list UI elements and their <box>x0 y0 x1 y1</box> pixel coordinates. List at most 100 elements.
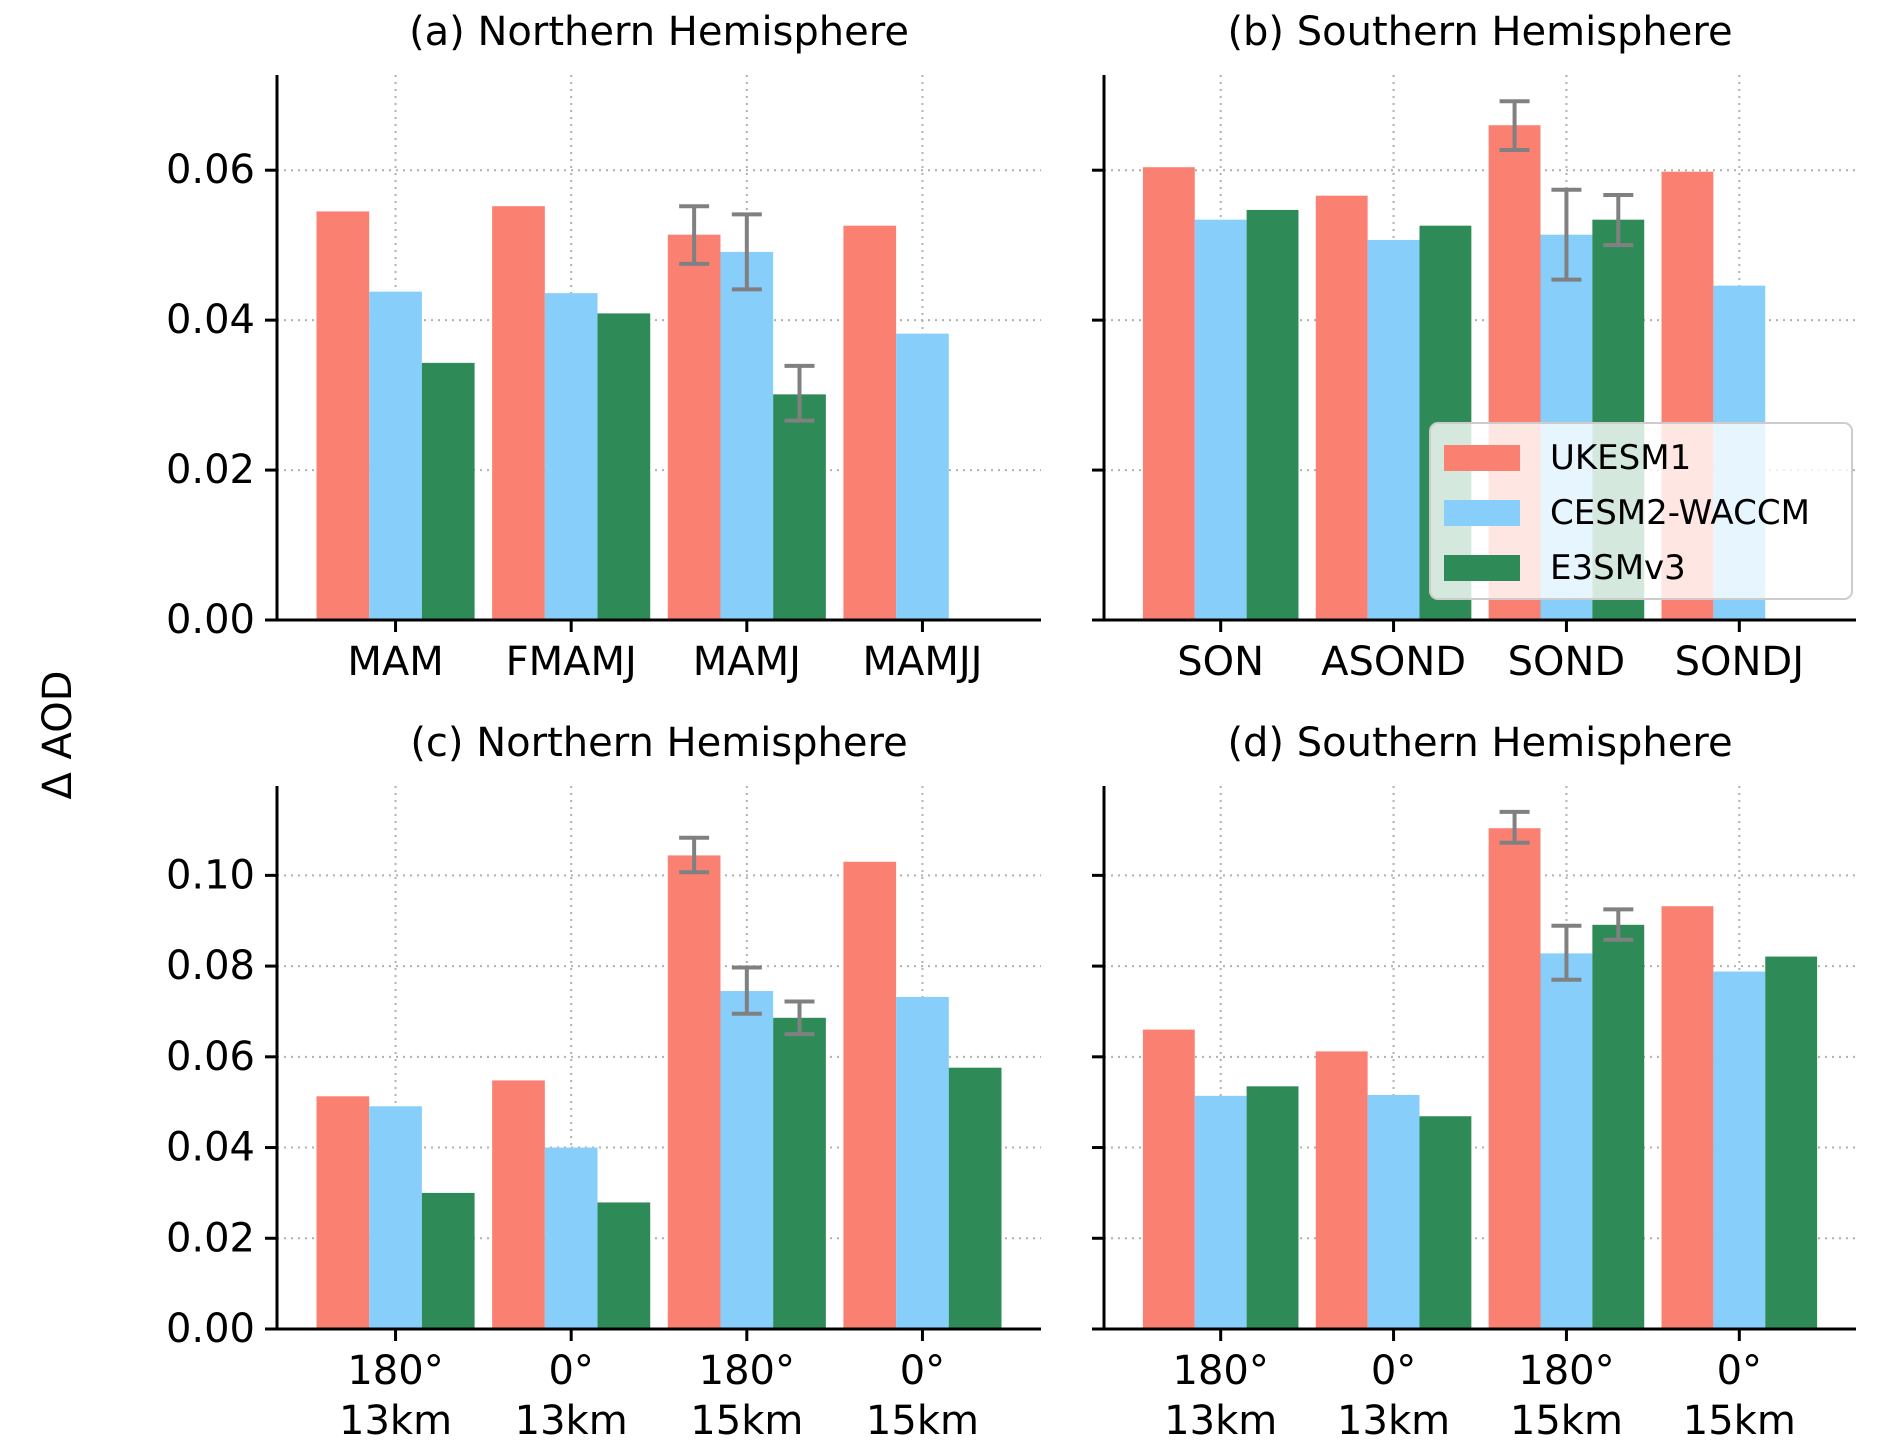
x-tick-label: 180° <box>1173 1348 1269 1394</box>
bar-ukesm1-1 <box>492 1080 545 1329</box>
x-tick-label: 0° <box>548 1348 593 1394</box>
x-tick-label: 180° <box>699 1348 795 1394</box>
errorbar-ukesm1-2 <box>679 835 710 875</box>
legend-frame <box>1429 422 1853 600</box>
y-tick-label: 0.04 <box>166 1125 255 1171</box>
y-axis-label: Δ AOD <box>35 670 81 799</box>
x-tick-label: ASOND <box>1321 639 1466 685</box>
errorbar-e3smv3-2 <box>1603 192 1634 248</box>
panels: 0.00 0.02 0.04 0.06 MAM FMAMJ MAMJ MAMJJ (a) Nor… <box>166 9 1856 1444</box>
x-tick-label: 0° <box>1717 1348 1762 1394</box>
bar-cesm2-waccm-2 <box>720 251 774 621</box>
bar-ukesm1-1 <box>1315 195 1368 620</box>
bar-ukesm1-0 <box>1142 167 1195 620</box>
x-tick-label: 0° <box>1371 1348 1416 1394</box>
x-tick-label: 13km <box>515 1398 628 1444</box>
errorbar-cesm2-waccm-2 <box>731 965 762 1016</box>
y-tick-label: 0.06 <box>166 147 255 193</box>
bar-cesm2-waccm-1 <box>1367 239 1420 620</box>
x-tick-label: MAMJJ <box>862 639 982 685</box>
panel-title: (c) Northern Hemisphere <box>410 720 907 766</box>
bar-cesm2-waccm-1 <box>544 293 598 620</box>
bar-e3smv3-3 <box>1765 956 1818 1329</box>
panel-title: (a) Northern Hemisphere <box>409 9 909 55</box>
y-tick-label: 0.08 <box>166 943 255 989</box>
bar-e3smv3-1 <box>597 313 651 620</box>
bar-e3smv3-3 <box>948 1067 1002 1329</box>
errorbar-e3smv3-2 <box>784 363 815 423</box>
x-tick-label: MAMJ <box>693 639 801 685</box>
bar-cesm2-waccm-0 <box>369 291 422 620</box>
bar-ukesm1-0 <box>316 211 370 620</box>
errorbar-e3smv3-2 <box>1603 907 1634 942</box>
x-tick-label: MAM <box>347 639 443 685</box>
bar-e3smv3-0 <box>421 362 475 620</box>
y-tick-label: 0.00 <box>166 1306 255 1352</box>
x-tick-label: 15km <box>866 1398 979 1444</box>
y-tick-label: 0.06 <box>166 1034 255 1080</box>
bar-ukesm1-3 <box>843 225 897 620</box>
bar-ukesm1-0 <box>316 1096 370 1329</box>
errorbar-cesm2-waccm-2 <box>1551 923 1582 982</box>
bar-cesm2-waccm-3 <box>1713 971 1766 1329</box>
bar-ukesm1-2 <box>667 234 721 620</box>
errorbar-cesm2-waccm-2 <box>1551 187 1582 282</box>
x-tick-label: 15km <box>1683 1398 1796 1444</box>
y-tick-label: 0.02 <box>166 447 255 493</box>
panel-title: (d) Southern Hemisphere <box>1227 720 1732 766</box>
bar-cesm2-waccm-3 <box>896 996 949 1329</box>
errorbar-e3smv3-2 <box>784 999 815 1037</box>
x-tick-label: 15km <box>1510 1398 1623 1444</box>
errorbar-ukesm1-2 <box>1499 809 1530 845</box>
bar-cesm2-waccm-1 <box>544 1147 598 1329</box>
bar-e3smv3-2 <box>1592 924 1645 1329</box>
bar-e3smv3-2 <box>773 1017 826 1329</box>
bar-cesm2-waccm-0 <box>369 1106 422 1329</box>
panel-title: (b) Southern Hemisphere <box>1227 9 1732 55</box>
x-tick-label: 180° <box>347 1348 443 1394</box>
y-tick-label: 0.02 <box>166 1215 255 1261</box>
bar-cesm2-waccm-3 <box>896 333 949 620</box>
x-tick-label: 13km <box>1337 1398 1450 1444</box>
panel-a: 0.00 0.02 0.04 0.06 MAM FMAMJ MAMJ MAMJJ (a) Nor… <box>166 9 1041 685</box>
legend-label: UKESM1 <box>1550 438 1691 478</box>
bar-ukesm1-2 <box>667 855 721 1329</box>
bar-ukesm1-2 <box>1488 828 1541 1329</box>
bar-ukesm1-3 <box>1661 906 1714 1329</box>
legend: UKESM1 CESM2-WACCM E3SMv3 <box>1429 422 1853 600</box>
bar-e3smv3-1 <box>597 1202 651 1329</box>
x-tick-label: SON <box>1177 639 1264 685</box>
legend-swatch-cesm2-waccm <box>1444 500 1520 526</box>
x-tick-label: 15km <box>690 1398 803 1444</box>
panel-c: 0.000.020.040.060.080.10180°13km0°13km18… <box>166 720 1041 1444</box>
x-tick-label: 180° <box>1518 1348 1614 1394</box>
legend-label: E3SMv3 <box>1550 548 1686 588</box>
x-tick-label: 13km <box>339 1398 452 1444</box>
errorbar-ukesm1-2 <box>1499 99 1530 152</box>
bar-ukesm1-1 <box>1315 1051 1368 1329</box>
bar-cesm2-waccm-2 <box>1540 953 1593 1329</box>
y-tick-label: 0.00 <box>166 597 255 643</box>
legend-label: CESM2-WACCM <box>1550 493 1810 533</box>
x-tick-label: 13km <box>1164 1398 1277 1444</box>
bar-e3smv3-1 <box>1419 1116 1472 1329</box>
bar-ukesm1-1 <box>492 206 545 620</box>
bar-cesm2-waccm-2 <box>720 991 774 1329</box>
bar-e3smv3-0 <box>1246 209 1299 620</box>
errorbar-ukesm1-2 <box>679 204 710 266</box>
bar-ukesm1-3 <box>843 861 897 1329</box>
legend-swatch-ukesm1 <box>1444 445 1520 471</box>
x-tick-label: SONDJ <box>1675 639 1804 685</box>
bar-ukesm1-0 <box>1142 1029 1195 1329</box>
bar-e3smv3-2 <box>773 394 826 620</box>
bar-e3smv3-0 <box>421 1192 475 1329</box>
errorbar-cesm2-waccm-2 <box>731 212 762 292</box>
bar-cesm2-waccm-1 <box>1367 1094 1420 1329</box>
bar-cesm2-waccm-0 <box>1194 219 1247 620</box>
y-tick-label: 0.04 <box>166 297 255 343</box>
bar-e3smv3-0 <box>1246 1086 1299 1329</box>
x-tick-label: SOND <box>1508 639 1626 685</box>
bar-cesm2-waccm-0 <box>1194 1095 1247 1329</box>
